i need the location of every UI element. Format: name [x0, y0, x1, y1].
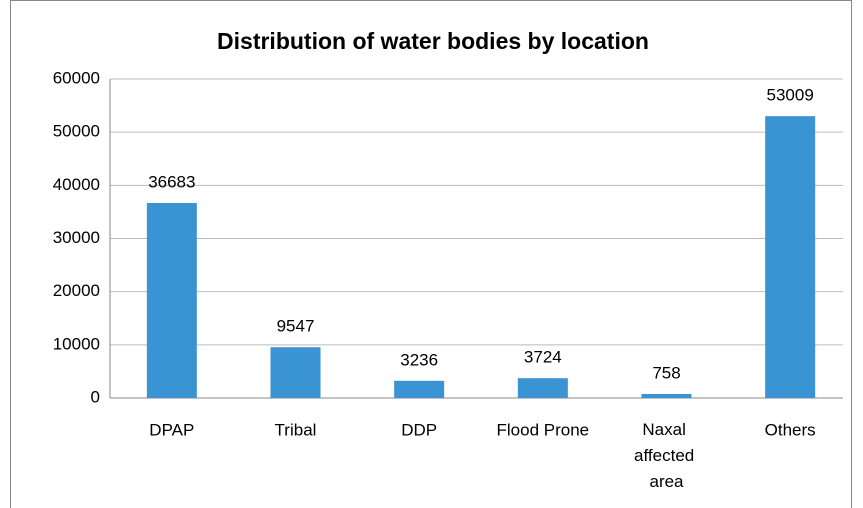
data-label: 36683	[148, 172, 195, 191]
x-tick-label: Others	[765, 420, 816, 439]
data-label: 53009	[767, 86, 814, 105]
chart-border	[10, 0, 852, 508]
y-tick-label: 50000	[53, 122, 100, 141]
data-label: 3724	[524, 348, 562, 367]
bar	[765, 116, 816, 398]
x-tick-label: Flood Prone	[497, 420, 590, 439]
bar	[517, 378, 568, 398]
x-tick-label: Naxal affected area	[634, 420, 699, 491]
x-tick-label: DDP	[401, 420, 437, 439]
chart-title: Distribution of water bodies by location	[217, 28, 649, 54]
y-tick-label: 20000	[53, 281, 100, 300]
y-tick-label: 30000	[53, 228, 100, 247]
data-label: 3236	[400, 350, 438, 369]
y-tick-label: 0	[91, 387, 100, 406]
bar	[146, 202, 197, 398]
x-tick-label: Tribal	[275, 420, 317, 439]
y-tick-label: 60000	[53, 68, 100, 87]
data-label: 758	[652, 363, 680, 382]
bar	[641, 393, 692, 398]
y-tick-label: 40000	[53, 175, 100, 194]
data-label: 9547	[277, 317, 315, 336]
bar	[394, 380, 445, 398]
x-tick-label: DPAP	[149, 420, 194, 439]
y-tick-label: 10000	[53, 334, 100, 353]
bar	[270, 347, 321, 398]
